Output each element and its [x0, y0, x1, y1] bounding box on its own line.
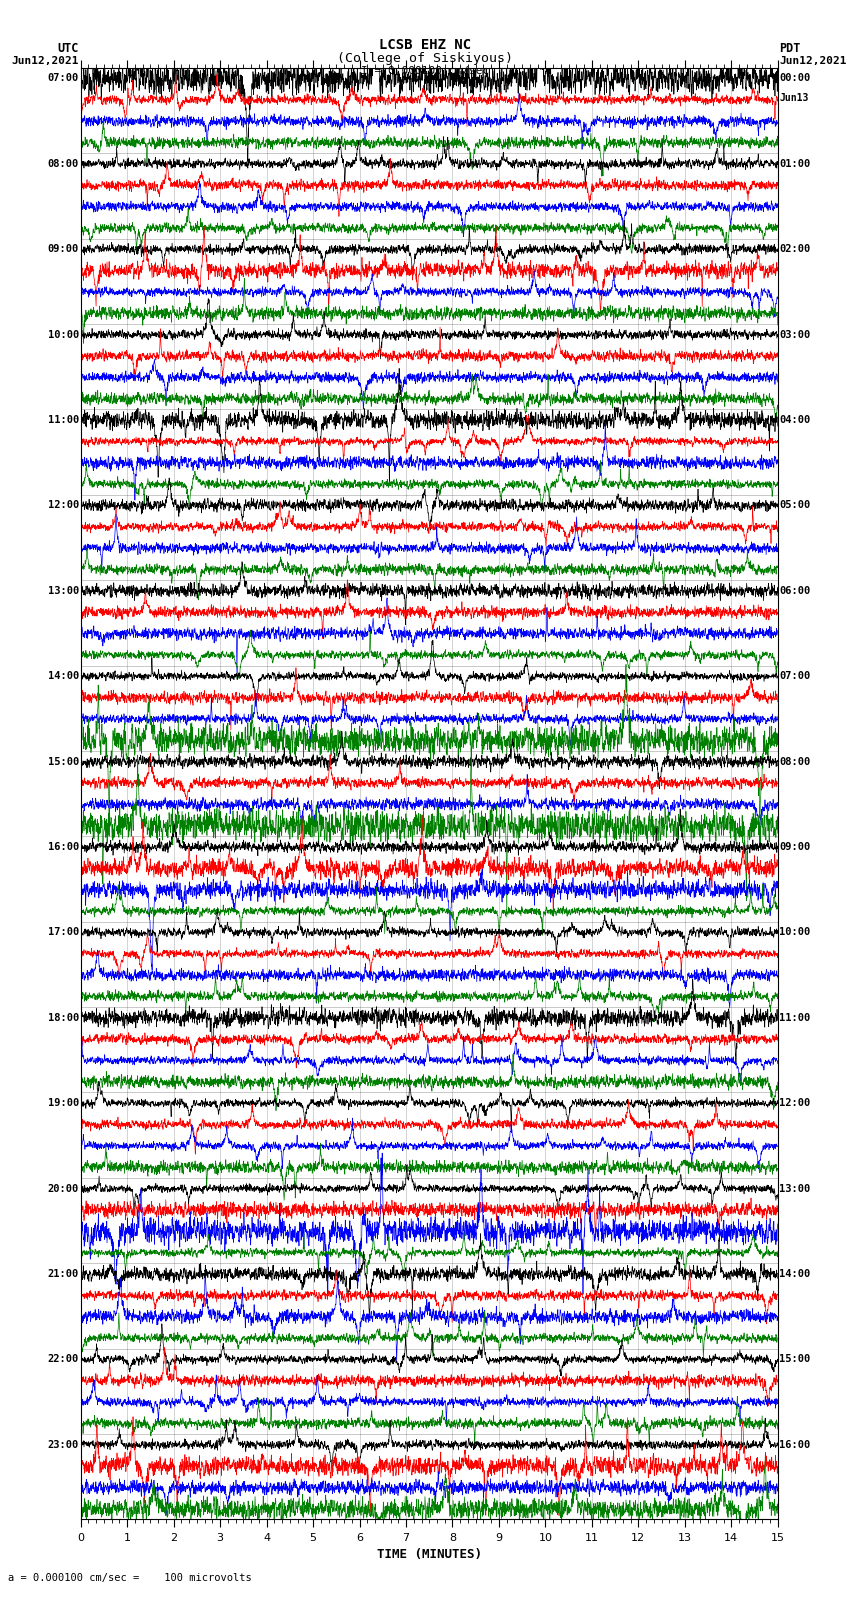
Text: Jun12,2021: Jun12,2021 [12, 56, 79, 66]
Text: PDT: PDT [779, 42, 801, 55]
Text: 01:00: 01:00 [779, 158, 811, 169]
Text: (College of Siskiyous): (College of Siskiyous) [337, 52, 513, 65]
Text: a = 0.000100 cm/sec =    100 microvolts: a = 0.000100 cm/sec = 100 microvolts [8, 1573, 252, 1582]
Text: 06:00: 06:00 [779, 586, 811, 595]
Text: 07:00: 07:00 [779, 671, 811, 681]
Text: 12:00: 12:00 [48, 500, 79, 510]
Text: 00:00: 00:00 [779, 74, 811, 84]
Text: 10:00: 10:00 [779, 927, 811, 937]
Text: 20:00: 20:00 [48, 1184, 79, 1194]
Text: 23:00: 23:00 [48, 1440, 79, 1450]
Text: 16:00: 16:00 [48, 842, 79, 852]
Text: 10:00: 10:00 [48, 329, 79, 340]
Text: 13:00: 13:00 [779, 1184, 811, 1194]
X-axis label: TIME (MINUTES): TIME (MINUTES) [377, 1548, 482, 1561]
Text: 03:00: 03:00 [779, 329, 811, 340]
Text: 11:00: 11:00 [48, 415, 79, 424]
Text: LCSB EHZ NC: LCSB EHZ NC [379, 39, 471, 52]
Text: 14:00: 14:00 [48, 671, 79, 681]
Text: 15:00: 15:00 [779, 1355, 811, 1365]
Text: 11:00: 11:00 [779, 1013, 811, 1023]
Text: 15:00: 15:00 [48, 756, 79, 766]
Text: Jun12,2021: Jun12,2021 [779, 56, 847, 66]
Text: 14:00: 14:00 [779, 1269, 811, 1279]
Text: 17:00: 17:00 [48, 927, 79, 937]
Text: 13:00: 13:00 [48, 586, 79, 595]
Text: 05:00: 05:00 [779, 500, 811, 510]
Text: 16:00: 16:00 [779, 1440, 811, 1450]
Text: 08:00: 08:00 [779, 756, 811, 766]
Text: 19:00: 19:00 [48, 1098, 79, 1108]
Text: 21:00: 21:00 [48, 1269, 79, 1279]
Text: UTC: UTC [58, 42, 79, 55]
Text: 07:00: 07:00 [48, 74, 79, 84]
Text: 02:00: 02:00 [779, 244, 811, 255]
Text: 09:00: 09:00 [779, 842, 811, 852]
Text: 09:00: 09:00 [48, 244, 79, 255]
Text: 04:00: 04:00 [779, 415, 811, 424]
Text: 22:00: 22:00 [48, 1355, 79, 1365]
Text: Jun13: Jun13 [779, 94, 809, 103]
Text: 12:00: 12:00 [779, 1098, 811, 1108]
Text: 18:00: 18:00 [48, 1013, 79, 1023]
Text: 08:00: 08:00 [48, 158, 79, 169]
Text: I = 0.000100 cm/sec: I = 0.000100 cm/sec [361, 66, 489, 76]
